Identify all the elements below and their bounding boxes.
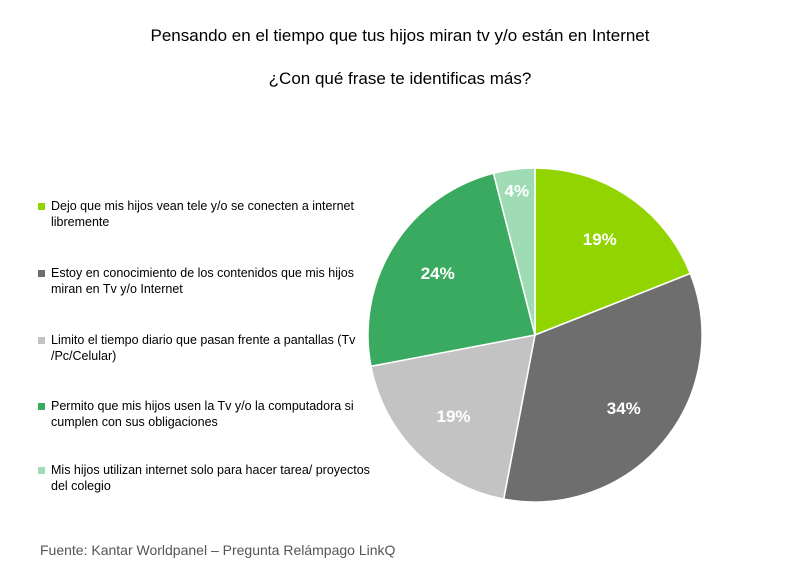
legend-swatch — [38, 203, 45, 210]
slice-data-label: 24% — [421, 264, 455, 283]
legend-item: Permito que mis hijos usen la Tv y/o la … — [38, 398, 378, 430]
legend-item: Estoy en conocimiento de los contenidos … — [38, 265, 378, 297]
chart-title-line-1: Pensando en el tiempo que tus hijos mira… — [150, 26, 650, 45]
slice-data-label: 19% — [583, 230, 617, 249]
legend-label: Limito el tiempo diario que pasan frente… — [51, 333, 356, 363]
source-note: Fuente: Kantar Worldpanel – Pregunta Rel… — [40, 542, 396, 558]
chart-title-line-2: ¿Con qué frase te identificas más? — [268, 69, 532, 88]
legend-label: Dejo que mis hijos vean tele y/o se cone… — [51, 199, 354, 229]
pie-slice — [502, 272, 703, 503]
slice-data-label: 4% — [505, 181, 530, 200]
legend-swatch — [38, 403, 45, 410]
legend-item: Dejo que mis hijos vean tele y/o se cone… — [38, 198, 378, 230]
slice-data-label: 19% — [437, 407, 471, 426]
legend-swatch — [38, 337, 45, 344]
slice-data-label: 34% — [607, 399, 641, 418]
legend-label: Mis hijos utilizan internet solo para ha… — [51, 463, 370, 493]
legend-label: Estoy en conocimiento de los contenidos … — [51, 266, 354, 296]
pie-slice — [367, 172, 536, 368]
pie-chart: 19% 34% 19% 24% 4% — [367, 167, 703, 503]
pie-slice — [534, 167, 692, 337]
legend-label: Permito que mis hijos usen la Tv y/o la … — [51, 399, 354, 429]
legend-item: Mis hijos utilizan internet solo para ha… — [38, 462, 378, 494]
legend-swatch — [38, 467, 45, 474]
legend-item: Limito el tiempo diario que pasan frente… — [38, 332, 378, 364]
legend-swatch — [38, 270, 45, 277]
pie-slice — [370, 334, 536, 500]
pie-slice — [492, 167, 536, 336]
